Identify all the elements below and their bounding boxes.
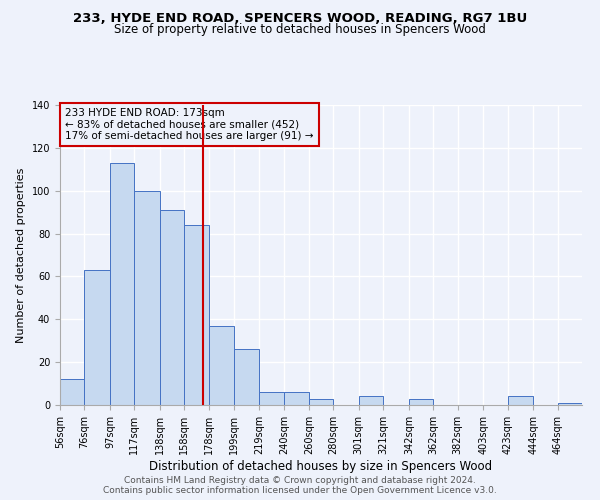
Bar bbox=[60, 380, 85, 405]
Bar bbox=[284, 392, 309, 405]
Bar bbox=[259, 392, 284, 405]
Bar bbox=[359, 396, 383, 405]
Text: Contains HM Land Registry data © Crown copyright and database right 2024.: Contains HM Land Registry data © Crown c… bbox=[124, 476, 476, 485]
Bar bbox=[85, 270, 110, 405]
Bar bbox=[184, 225, 209, 405]
Text: Size of property relative to detached houses in Spencers Wood: Size of property relative to detached ho… bbox=[114, 22, 486, 36]
Y-axis label: Number of detached properties: Number of detached properties bbox=[16, 168, 26, 342]
Bar bbox=[235, 350, 259, 405]
Bar bbox=[557, 403, 582, 405]
Bar bbox=[309, 398, 333, 405]
Text: 233, HYDE END ROAD, SPENCERS WOOD, READING, RG7 1BU: 233, HYDE END ROAD, SPENCERS WOOD, READI… bbox=[73, 12, 527, 26]
X-axis label: Distribution of detached houses by size in Spencers Wood: Distribution of detached houses by size … bbox=[149, 460, 493, 472]
Bar bbox=[110, 163, 134, 405]
Bar bbox=[134, 190, 160, 405]
Bar bbox=[409, 398, 433, 405]
Text: Contains public sector information licensed under the Open Government Licence v3: Contains public sector information licen… bbox=[103, 486, 497, 495]
Bar bbox=[209, 326, 235, 405]
Bar bbox=[508, 396, 533, 405]
Bar bbox=[160, 210, 184, 405]
Text: 233 HYDE END ROAD: 173sqm
← 83% of detached houses are smaller (452)
17% of semi: 233 HYDE END ROAD: 173sqm ← 83% of detac… bbox=[65, 108, 314, 141]
